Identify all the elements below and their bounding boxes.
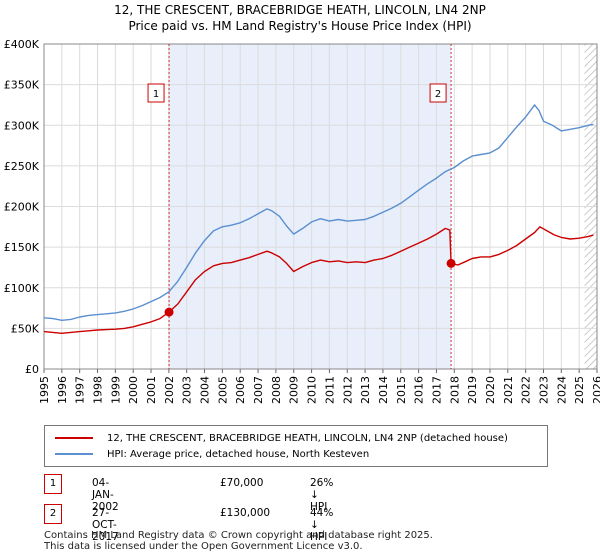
x-tick-label: 1996	[56, 376, 69, 404]
x-tick-label: 2012	[341, 376, 354, 404]
x-tick-label: 2009	[288, 376, 301, 404]
transaction-price: £70,000	[220, 477, 263, 489]
x-tick-label: 2008	[270, 376, 283, 404]
marker-label: 1	[153, 89, 159, 100]
x-tick-label: 2004	[199, 376, 212, 404]
x-tick-label: 2024	[555, 376, 568, 404]
y-tick-label: £200K	[4, 201, 40, 214]
x-tick-label: 2001	[145, 376, 158, 404]
x-tick-label: 2022	[520, 376, 533, 404]
footer-license: This data is licensed under the Open Gov…	[44, 541, 433, 552]
x-tick-label: 2020	[484, 376, 497, 404]
x-tick-label: 2021	[502, 376, 515, 404]
y-tick-label: £100K	[4, 282, 40, 295]
x-tick-label: 1997	[74, 376, 87, 404]
footer: Contains HM Land Registry data © Crown c…	[44, 530, 433, 552]
y-tick-label: £50K	[11, 322, 40, 335]
legend-label-property: 12, THE CRESCENT, BRACEBRIDGE HEATH, LIN…	[107, 433, 508, 444]
x-tick-label: 2016	[413, 376, 426, 404]
legend-swatch-property	[55, 437, 93, 439]
x-tick-label: 2017	[430, 376, 443, 404]
x-tick-label: 2013	[359, 376, 372, 404]
x-tick-label: 2002	[163, 376, 176, 404]
transaction-badge: 1	[44, 474, 62, 494]
legend-swatch-hpi	[55, 453, 93, 455]
x-tick-label: 2018	[448, 376, 461, 404]
y-tick-label: £250K	[4, 160, 40, 173]
x-tick-label: 2026	[591, 376, 600, 404]
x-tick-label: 2003	[181, 376, 194, 404]
x-tick-label: 2006	[234, 376, 247, 404]
transaction-price: £130,000	[220, 507, 270, 519]
y-tick-label: £0	[25, 363, 39, 376]
x-tick-label: 2010	[306, 376, 319, 404]
x-tick-label: 2005	[216, 376, 229, 404]
sale-point	[447, 259, 455, 267]
legend-item-property: 12, THE CRESCENT, BRACEBRIDGE HEATH, LIN…	[55, 431, 508, 445]
y-tick-label: £150K	[4, 241, 40, 254]
transaction-badge: 2	[44, 504, 62, 524]
y-tick-label: £400K	[4, 38, 40, 51]
price-chart: £0 £50K £100K £150K £200K £250K £300K £350K £400…	[0, 0, 600, 420]
x-tick-label: 2015	[395, 376, 408, 404]
chart-legend: 12, THE CRESCENT, BRACEBRIDGE HEATH, LIN…	[44, 425, 548, 467]
legend-item-hpi: HPI: Average price, detached house, Nort…	[55, 447, 369, 461]
x-tick-label: 1995	[38, 376, 51, 404]
x-tick-label: 2007	[252, 376, 265, 404]
sale-point	[165, 308, 173, 316]
x-tick-label: 1998	[92, 376, 105, 404]
x-tick-label: 1999	[109, 376, 122, 404]
x-tick-label: 2019	[466, 376, 479, 404]
x-tick-label: 2011	[323, 376, 336, 404]
marker-label: 2	[435, 89, 441, 100]
y-tick-label: £300K	[4, 119, 40, 132]
x-tick-label: 2025	[573, 376, 586, 404]
footer-copyright: Contains HM Land Registry data © Crown c…	[44, 530, 433, 541]
y-tick-label: £350K	[4, 79, 40, 92]
x-tick-label: 2014	[377, 376, 390, 404]
x-tick-label: 2000	[127, 376, 140, 404]
legend-label-hpi: HPI: Average price, detached house, Nort…	[107, 449, 369, 460]
x-tick-label: 2023	[537, 376, 550, 404]
